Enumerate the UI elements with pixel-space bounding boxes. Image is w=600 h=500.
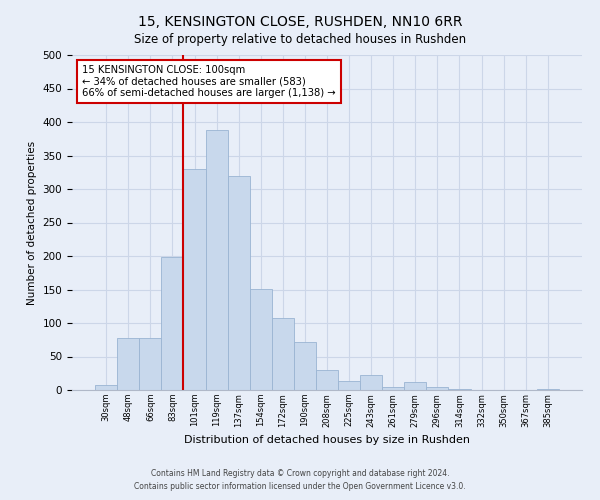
Bar bbox=[184, 169, 206, 390]
Bar bbox=[382, 386, 404, 390]
Bar bbox=[404, 382, 427, 390]
Bar bbox=[316, 370, 338, 390]
Text: Contains HM Land Registry data © Crown copyright and database right 2024.: Contains HM Land Registry data © Crown c… bbox=[151, 468, 449, 477]
Text: Contains public sector information licensed under the Open Government Licence v3: Contains public sector information licen… bbox=[134, 482, 466, 491]
Y-axis label: Number of detached properties: Number of detached properties bbox=[27, 140, 37, 304]
Bar bbox=[272, 318, 294, 390]
Bar bbox=[250, 289, 272, 390]
Bar bbox=[427, 388, 448, 390]
Text: Size of property relative to detached houses in Rushden: Size of property relative to detached ho… bbox=[134, 32, 466, 46]
Bar bbox=[161, 258, 184, 390]
Bar bbox=[294, 342, 316, 390]
X-axis label: Distribution of detached houses by size in Rushden: Distribution of detached houses by size … bbox=[184, 435, 470, 445]
Bar bbox=[360, 376, 382, 390]
Text: 15 KENSINGTON CLOSE: 100sqm
← 34% of detached houses are smaller (583)
66% of se: 15 KENSINGTON CLOSE: 100sqm ← 34% of det… bbox=[82, 65, 336, 98]
Bar bbox=[117, 338, 139, 390]
Bar bbox=[338, 382, 360, 390]
Bar bbox=[448, 388, 470, 390]
Bar bbox=[227, 176, 250, 390]
Bar bbox=[537, 388, 559, 390]
Text: 15, KENSINGTON CLOSE, RUSHDEN, NN10 6RR: 15, KENSINGTON CLOSE, RUSHDEN, NN10 6RR bbox=[138, 15, 462, 29]
Bar bbox=[95, 384, 117, 390]
Bar bbox=[139, 338, 161, 390]
Bar bbox=[206, 130, 227, 390]
